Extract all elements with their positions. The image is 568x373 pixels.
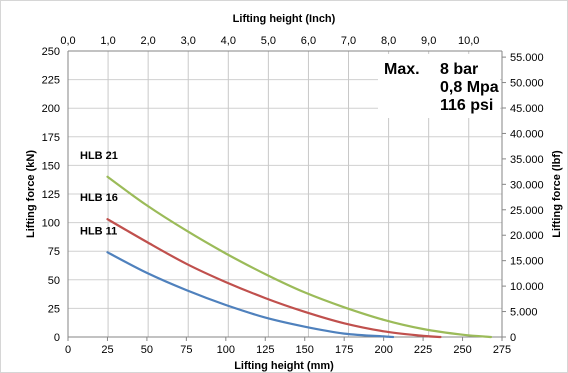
x-bottom-tick-label: 225	[414, 344, 432, 356]
y-right-tick-label: 20.000	[510, 230, 544, 242]
y-left-tick-label: 150	[42, 160, 60, 172]
y-left-tick-label: 225	[42, 75, 60, 87]
series-line-hlb-16	[106, 218, 442, 339]
max-pressure-annotation: Max. 8 bar 0,8 Mpa 116 psi	[384, 61, 499, 114]
y-right-tick-label: 45.000	[510, 103, 544, 115]
y-axis-left-title: Lifting force (kN)	[25, 150, 37, 238]
x-bottom-tick-label: 200	[374, 344, 392, 356]
x-top-tick-label: 9,0	[421, 35, 436, 47]
x-top-tick-label: 2,0	[140, 35, 155, 47]
x-bottom-tick-label: 75	[180, 344, 192, 356]
x-bottom-tick-label: 0	[65, 344, 71, 356]
y-left-tick-label: 175	[42, 132, 60, 144]
x-top-tick-label: 5,0	[261, 35, 276, 47]
y-left-tick-label: 50	[48, 275, 60, 287]
annotation-max-label: Max.	[384, 61, 420, 78]
annotation-line-psi: 116 psi	[440, 97, 493, 114]
y-right-tick-label: 55.000	[510, 52, 544, 64]
y-left-tick-label: 0	[54, 332, 60, 344]
y-left-tick-label: 250	[42, 46, 60, 58]
x-top-tick-label: 7,0	[341, 35, 356, 47]
x-axis-bottom-title: Lifting height (mm)	[234, 360, 334, 372]
x-axis-top-title: Lifting height (Inch)	[233, 13, 336, 25]
y-left-tick-label: 100	[42, 218, 60, 230]
y-left-tick-label: 200	[42, 103, 60, 115]
annotation-line-bar: 8 bar	[440, 61, 478, 78]
x-top-tick-label: 0,0	[60, 35, 75, 47]
x-top-tick-label: 4,0	[221, 35, 236, 47]
x-bottom-tick-label: 125	[256, 344, 274, 356]
y-right-tick-label: 5.000	[510, 307, 538, 319]
y-axis-right-title: Lifting force (lbf)	[551, 150, 563, 238]
x-bottom-tick-label: 275	[493, 344, 511, 356]
y-right-tick-label: 0	[510, 332, 516, 344]
y-right-tick-label: 40.000	[510, 128, 544, 140]
x-top-tick-label: 6,0	[301, 35, 316, 47]
y-right-tick-label: 30.000	[510, 179, 544, 191]
series-labels: HLB 21 HLB 16 HLB 11	[80, 150, 118, 238]
x-top-tick-label: 3,0	[181, 35, 196, 47]
y-right-tick-label: 25.000	[510, 205, 544, 217]
series-label-hlb-16: HLB 16	[80, 192, 118, 204]
series-line-hlb-21	[106, 175, 493, 339]
y-right-tick-label: 15.000	[510, 256, 544, 268]
annotation-line-mpa: 0,8 Mpa	[440, 79, 499, 96]
x-bottom-tick-label: 150	[296, 344, 314, 356]
y-right-tick-label: 50.000	[510, 78, 544, 90]
y-left-tick-label: 25	[48, 303, 60, 315]
x-bottom-tick-label: 50	[141, 344, 153, 356]
x-bottom-tick-label: 250	[453, 344, 471, 356]
y-left-tick-label: 125	[42, 189, 60, 201]
series-line-hlb-11	[106, 251, 395, 339]
y-right-tick-label: 35.000	[510, 154, 544, 166]
series-label-hlb-21: HLB 21	[80, 150, 118, 162]
x-top-tick-label: 10,0	[458, 35, 479, 47]
x-top-tick-label: 1,0	[100, 35, 115, 47]
y-left-tick-label: 75	[48, 246, 60, 258]
series-label-hlb-11: HLB 11	[80, 225, 117, 237]
annotation-box	[378, 54, 500, 118]
x-bottom-tick-label: 100	[217, 344, 235, 356]
x-bottom-tick-label: 175	[335, 344, 353, 356]
x-bottom-tick-label: 25	[101, 344, 113, 356]
series-lines	[106, 175, 493, 339]
x-top-tick-label: 8,0	[381, 35, 396, 47]
y-right-tick-label: 10.000	[510, 281, 544, 293]
